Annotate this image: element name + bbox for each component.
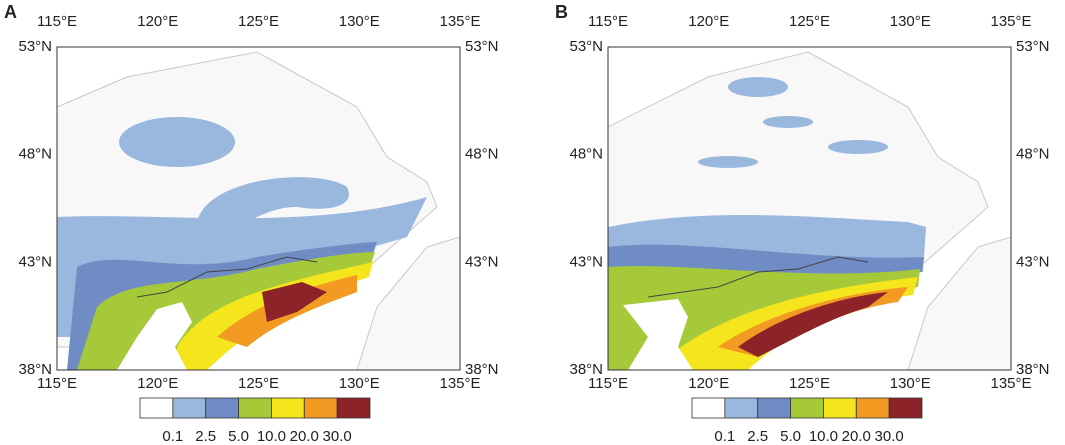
precip-area [197, 177, 349, 237]
lon-tick-label: 130°E [339, 13, 380, 30]
colorbar-label: 10.0 [257, 428, 286, 445]
lon-tick-label: 130°E [890, 13, 931, 30]
lat-tick-label: 43°N [569, 253, 603, 270]
lon-tick-label: 115°E [37, 13, 77, 30]
sea [117, 302, 192, 370]
colorbar-swatch [691, 397, 726, 419]
lat-tick-label: 38°N [1016, 361, 1050, 378]
lon-tick-label: 125°E [238, 375, 279, 392]
lon-tick-label: 115°E [588, 13, 628, 30]
colorbar-label: 2.5 [747, 428, 768, 445]
map-panel: A 115°E 115°E 120°E 120°E 125°E 125°E 130°E 130°… [4, 2, 499, 392]
precip-area [763, 116, 813, 128]
lat-tick-label: 38°N [18, 361, 52, 378]
lon-tick-label: 115°E [588, 375, 628, 392]
colorbar: 0.1 2.5 5.0 10.0 20.0 30.0 [139, 397, 371, 445]
colorbar-swatch [855, 397, 890, 419]
lon-tick-label: 125°E [789, 13, 830, 30]
colorbar-label: 0.1 [162, 428, 183, 445]
colorbar-label: 30.0 [323, 428, 352, 445]
boundary [647, 256, 869, 298]
lon-tick-label: 135°E [439, 375, 480, 392]
colorbar-swatch [757, 397, 791, 419]
lat-tick-label: 43°N [18, 253, 52, 270]
colorbar-label: 5.0 [780, 428, 801, 445]
precip-area [119, 117, 235, 167]
colorbar-swatch [724, 397, 759, 419]
precip-area [828, 140, 888, 154]
lon-tick-label: 115°E [37, 375, 77, 392]
boundary [136, 256, 318, 298]
colorbar-label: 0.1 [714, 428, 735, 445]
lat-tick-label: 38°N [465, 361, 499, 378]
colorbar-swatch [823, 397, 857, 419]
map-panel: B 115°E 115°E 120°E 120°E 125°E 125°E 130°E 130°… [555, 2, 1050, 392]
lon-tick-label: 125°E [789, 375, 830, 392]
colorbar-label: 20.0 [842, 428, 871, 445]
lon-tick-label: 135°E [439, 13, 480, 30]
lat-tick-label: 53°N [465, 38, 499, 55]
lon-tick-label: 120°E [137, 375, 178, 392]
lat-tick-label: 38°N [569, 361, 603, 378]
lon-tick-label: 125°E [238, 13, 279, 30]
colorbar-swatch [205, 397, 239, 419]
lon-tick-label: 120°E [688, 13, 729, 30]
lat-tick-label: 48°N [18, 146, 52, 163]
colorbar-swatch [790, 397, 824, 419]
panel-label: B [555, 2, 568, 22]
map-frame [607, 46, 1012, 371]
lon-tick-label: 130°E [339, 375, 380, 392]
colorbar-swatch [271, 397, 305, 419]
lon-tick-label: 120°E [137, 13, 178, 30]
lat-tick-label: 53°N [18, 38, 52, 55]
colorbar-label: 30.0 [875, 428, 904, 445]
colorbar-label: 2.5 [195, 428, 216, 445]
colorbar-label: 10.0 [809, 428, 838, 445]
lat-tick-label: 43°N [465, 253, 499, 270]
precip-area [728, 77, 788, 97]
lon-tick-label: 135°E [990, 375, 1031, 392]
colorbar-swatch [139, 397, 174, 419]
lat-tick-label: 53°N [1016, 38, 1050, 55]
precip-area [698, 156, 758, 168]
colorbar-swatch [336, 397, 371, 419]
panel-label: A [4, 2, 17, 22]
land [356, 236, 460, 370]
lon-tick-label: 120°E [688, 375, 729, 392]
colorbar-swatch [303, 397, 338, 419]
colorbar-label: 20.0 [290, 428, 319, 445]
precip-area [262, 282, 327, 322]
map-frame [56, 46, 461, 371]
lat-tick-label: 53°N [569, 38, 603, 55]
land [907, 236, 1011, 370]
lat-tick-label: 43°N [1016, 253, 1050, 270]
lon-tick-label: 135°E [990, 13, 1031, 30]
sea [623, 299, 693, 370]
colorbar-swatch [888, 397, 923, 419]
lat-tick-label: 48°N [1016, 146, 1050, 163]
precip-area [738, 292, 888, 357]
lon-tick-label: 130°E [890, 375, 931, 392]
colorbar-swatch [172, 397, 207, 419]
colorbar-swatch [238, 397, 272, 419]
colorbar-label: 5.0 [228, 428, 249, 445]
colorbar: 0.1 2.5 5.0 10.0 20.0 30.0 [691, 397, 923, 445]
lat-tick-label: 48°N [465, 146, 499, 163]
lat-tick-label: 48°N [569, 146, 603, 163]
